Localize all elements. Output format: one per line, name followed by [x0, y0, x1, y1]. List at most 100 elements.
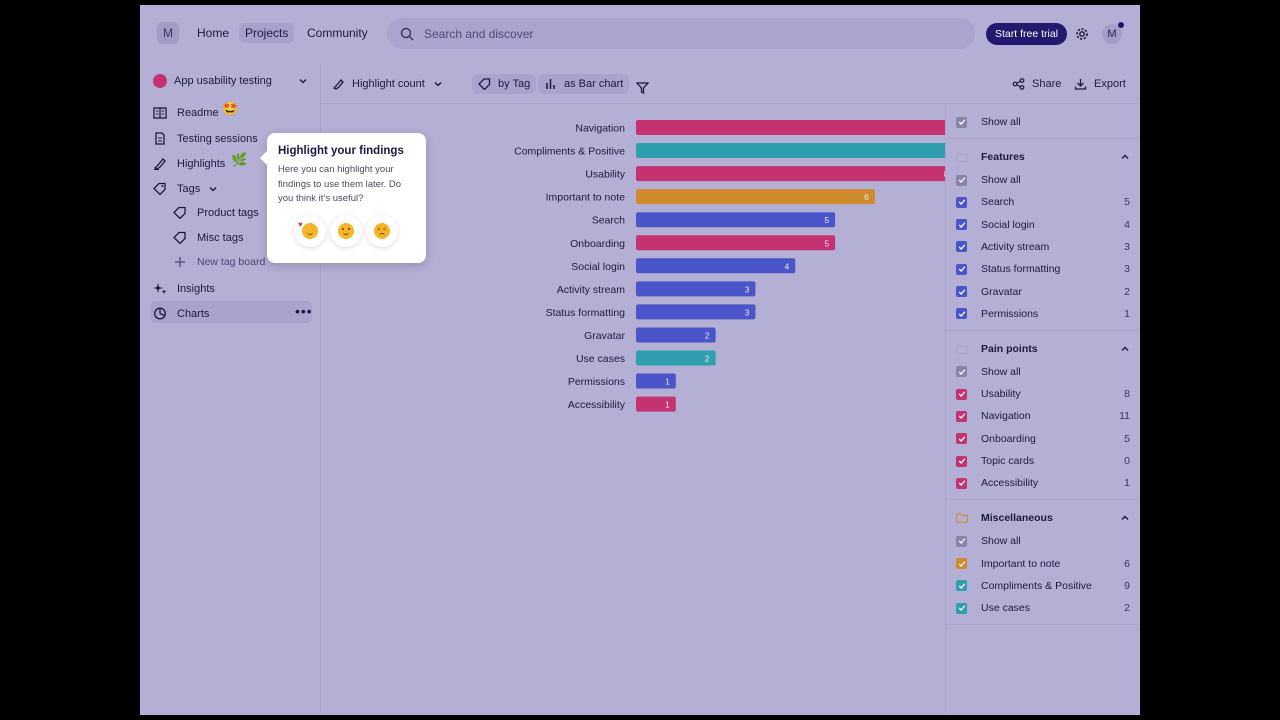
bar[interactable] [636, 166, 955, 182]
filter-group-header[interactable]: Features [956, 148, 1130, 166]
checkbox[interactable] [956, 174, 967, 186]
filter-label: Show all [981, 535, 1021, 548]
folder-icon [956, 344, 968, 354]
reaction-neutral-button[interactable] [330, 215, 362, 247]
filter-item[interactable]: Activity stream 3 [956, 238, 1130, 256]
bar[interactable] [636, 235, 836, 251]
nav-home[interactable]: Home [197, 26, 230, 40]
checkbox[interactable] [956, 388, 967, 400]
search-bar[interactable] [387, 18, 975, 49]
checkbox[interactable] [956, 558, 967, 570]
checkbox[interactable] [956, 366, 967, 378]
filter-item[interactable]: Topic cards 0 [956, 452, 1130, 470]
sidebar-item-tags[interactable]: Tags [153, 182, 218, 195]
checkbox[interactable] [956, 116, 967, 128]
show-all-filter[interactable]: Show all [956, 363, 1130, 381]
checkbox[interactable] [956, 219, 967, 231]
smiling-hearts-face-icon: ♥ [298, 220, 318, 239]
popup-title: Highlight your findings [278, 145, 404, 157]
checkbox[interactable] [956, 602, 967, 614]
top-bar: M Home Projects Community Start free tri… [140, 5, 1140, 63]
project-selector[interactable]: App usability testing [153, 74, 308, 88]
bar[interactable] [636, 189, 875, 205]
filter-item[interactable]: Search 5 [956, 193, 1130, 211]
bar[interactable] [636, 396, 676, 412]
sidebar-item-highlights[interactable]: Highlights [153, 157, 225, 170]
filter-item[interactable]: Accessibility 1 [956, 474, 1130, 492]
export-button[interactable]: Export [1074, 74, 1126, 94]
workspace-logo[interactable]: M [157, 22, 179, 44]
gear-icon[interactable] [1074, 26, 1090, 42]
filter-item[interactable]: Important to note 6 [956, 555, 1130, 573]
bar[interactable] [636, 258, 796, 274]
checkbox[interactable] [956, 286, 967, 297]
reaction-love-button[interactable]: ♥ [294, 215, 326, 247]
bar[interactable] [636, 143, 995, 159]
filter-group-header[interactable]: Pain points [956, 340, 1130, 358]
bar[interactable] [636, 212, 836, 228]
sidebar-item-readme[interactable]: Readme [153, 107, 219, 119]
show-all-filter[interactable]: Show all [956, 113, 1130, 131]
group-by-tag-button[interactable]: by Tag [472, 74, 537, 94]
checkbox[interactable] [956, 308, 967, 320]
bar[interactable] [636, 120, 1074, 135]
filter-label: Important to note [981, 557, 1061, 570]
filter-label: Social login [981, 218, 1035, 231]
share-button[interactable]: Share [1012, 74, 1061, 94]
filter-item[interactable]: Status formatting 3 [956, 260, 1130, 278]
metric-dropdown[interactable]: Highlight count [332, 74, 443, 94]
sidebar-item-testing-sessions[interactable]: Testing sessions [153, 132, 258, 145]
filter-item[interactable]: Usability 8 [956, 385, 1130, 403]
chevron-down-icon [209, 186, 217, 191]
filter-item[interactable]: Gravatar 2 [956, 283, 1130, 301]
start-trial-button[interactable]: Start free trial [986, 23, 1068, 45]
checkbox[interactable] [956, 455, 967, 467]
filter-icon[interactable] [636, 78, 649, 98]
filter-count: 5 [1124, 432, 1130, 445]
filter-item[interactable]: Use cases 2 [956, 599, 1130, 617]
bar[interactable] [636, 373, 676, 389]
filter-count: 2 [1124, 602, 1130, 615]
filter-count: 1 [1124, 477, 1130, 490]
search-input[interactable] [422, 25, 946, 42]
sidebar-new-tag-board[interactable]: New tag board [173, 256, 265, 268]
nav-community[interactable]: Community [307, 26, 368, 40]
bar[interactable] [636, 304, 756, 320]
sidebar-item-misc-tags[interactable]: Misc tags [173, 231, 243, 244]
bar[interactable] [636, 281, 756, 297]
sidebar-item-insights[interactable]: Insights [153, 282, 215, 295]
avatar[interactable]: M [1102, 22, 1124, 44]
filter-count: 4 [1124, 218, 1130, 231]
filter-item[interactable]: Compliments & Positive 9 [956, 577, 1130, 595]
bar[interactable] [636, 350, 716, 366]
bar[interactable] [636, 327, 716, 343]
checkbox[interactable] [956, 196, 967, 208]
filter-group-header[interactable]: Miscellaneous [956, 509, 1130, 527]
filter-item[interactable]: Onboarding 5 [956, 430, 1130, 448]
checkbox[interactable] [956, 535, 967, 547]
filter-count: 0 [1124, 455, 1130, 467]
filter-item[interactable]: Social login 4 [956, 216, 1130, 234]
sidebar-item-label: Testing sessions [177, 132, 258, 145]
checkbox[interactable] [956, 477, 967, 489]
category-label: Navigation [575, 123, 625, 135]
checkbox[interactable] [956, 241, 967, 253]
value-label: 4 [785, 261, 790, 271]
checkbox[interactable] [956, 410, 967, 422]
checkbox[interactable] [956, 263, 967, 275]
sidebar-item-charts[interactable]: Charts [153, 307, 209, 320]
checkbox[interactable] [956, 580, 967, 592]
slight-smile-face-icon [338, 223, 354, 239]
filter-count: 11 [1119, 410, 1130, 423]
sidebar-item-product-tags[interactable]: Product tags [173, 206, 259, 219]
checkbox[interactable] [956, 433, 967, 445]
reaction-sad-button[interactable]: > < [366, 215, 398, 247]
filter-item[interactable]: Permissions 1 [956, 305, 1130, 323]
nav-projects[interactable]: Projects [239, 23, 295, 43]
show-all-filter[interactable]: Show all [956, 532, 1130, 550]
filter-item[interactable]: Navigation 11 [956, 407, 1130, 425]
filter-label: Activity stream [981, 240, 1050, 253]
chart-type-button[interactable]: as Bar chart [538, 74, 630, 94]
show-all-filter[interactable]: Show all [956, 171, 1130, 189]
group-title: Pain points [981, 342, 1038, 355]
